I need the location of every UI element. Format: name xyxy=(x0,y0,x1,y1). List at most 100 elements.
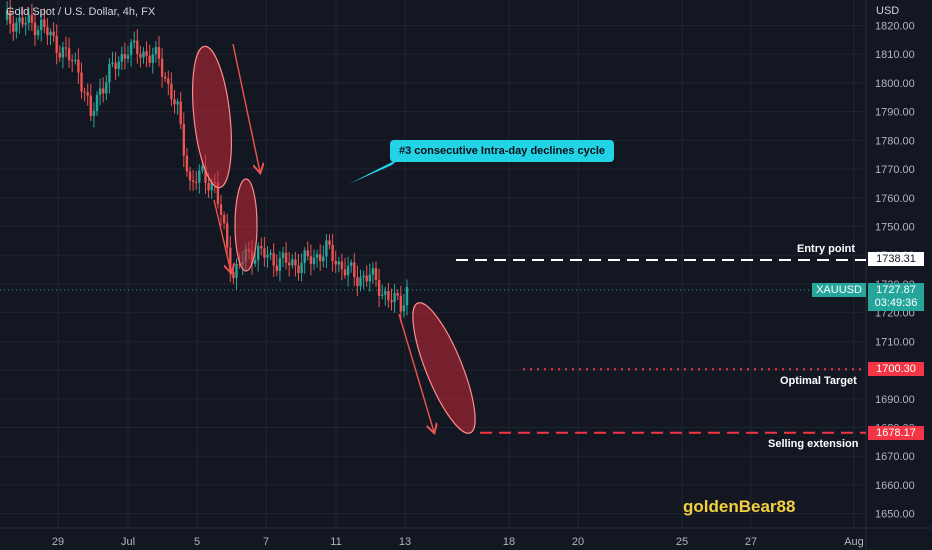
candle-body xyxy=(309,256,313,264)
candle-body xyxy=(238,263,241,265)
candle-body xyxy=(266,254,269,258)
candle-body xyxy=(226,223,229,248)
candle-body xyxy=(198,170,201,183)
candle-body xyxy=(164,76,167,79)
projected-decline-ellipse xyxy=(412,302,476,434)
candle-body xyxy=(272,253,275,266)
candle-body xyxy=(64,47,68,49)
current-price-tag: 1727.87 03:49:36 xyxy=(868,283,924,311)
symbol-tag: XAUUSD xyxy=(812,283,866,297)
candle-body xyxy=(343,269,347,276)
x-tick-label: Aug xyxy=(844,536,864,548)
candle-body xyxy=(30,14,34,23)
candle-body xyxy=(405,286,409,306)
candle-body xyxy=(331,244,334,262)
extension-price-tag: 1678.17 xyxy=(868,426,924,440)
y-tick-label: 1780.00 xyxy=(875,135,915,147)
candle-body xyxy=(350,262,353,266)
candle-body xyxy=(40,19,43,31)
candle-body xyxy=(61,47,65,58)
x-axis: 29 Jul 5 7 11 13 18 20 25 27 Aug xyxy=(52,536,864,548)
candle-body xyxy=(46,27,49,36)
callout-box: #3 consecutive Intra-day declines cycle xyxy=(390,140,615,162)
candle-body xyxy=(210,182,213,191)
candle-body xyxy=(5,10,9,20)
x-tick-label: 5 xyxy=(194,536,200,548)
candle-body xyxy=(402,305,406,312)
y-tick-label: 1650.00 xyxy=(875,509,915,521)
decline-arrow-2 xyxy=(213,199,231,272)
candle-body xyxy=(312,257,316,264)
candle-body xyxy=(108,63,111,83)
candle-body xyxy=(334,261,337,265)
candle-body xyxy=(27,14,30,23)
candle-body xyxy=(365,275,368,282)
candle-body xyxy=(12,23,15,32)
candle-body xyxy=(80,72,83,92)
decline-ellipse-2 xyxy=(234,178,258,272)
chart-title: Gold Spot / U.S. Dollar, 4h, FX xyxy=(6,6,156,18)
candle-body xyxy=(173,99,176,105)
candle-body xyxy=(18,17,21,23)
candle-body xyxy=(139,53,142,58)
candle-body xyxy=(49,31,52,36)
current-price: 1727.87 xyxy=(876,284,916,296)
y-tick-label: 1770.00 xyxy=(875,164,915,176)
candle-body xyxy=(167,78,170,84)
candle-body xyxy=(86,92,89,96)
candle-body xyxy=(43,19,46,28)
candle-body xyxy=(157,47,161,59)
x-tick-label: Jul xyxy=(121,536,135,548)
y-tick-label: 1790.00 xyxy=(875,107,915,119)
candle-body xyxy=(319,254,322,262)
candle-body xyxy=(129,42,133,56)
candle-body xyxy=(74,59,77,62)
candle-body xyxy=(98,88,102,95)
decline-arrow-1 xyxy=(232,43,260,172)
currency-label: USD xyxy=(876,5,900,17)
candle-body xyxy=(145,51,148,56)
author-signature: goldenBear88 xyxy=(683,497,796,516)
candle-body xyxy=(294,259,297,266)
y-tick-label: 1690.00 xyxy=(875,394,915,406)
candle-body xyxy=(58,52,61,58)
candle-body xyxy=(204,166,207,183)
candle-body xyxy=(36,30,40,36)
candle-body xyxy=(21,17,24,25)
candle-body xyxy=(325,240,328,257)
candle-body xyxy=(328,240,331,245)
analysis-overlays xyxy=(0,43,866,440)
candle-body xyxy=(195,181,198,183)
candle-body xyxy=(253,260,257,264)
candle-body xyxy=(111,62,114,64)
candle-body xyxy=(83,91,86,93)
candle-body xyxy=(362,275,365,278)
candle-body xyxy=(52,31,55,36)
x-tick-label: 11 xyxy=(330,536,341,548)
candle-body xyxy=(33,22,37,36)
candle-body xyxy=(390,300,393,303)
candle-body xyxy=(278,258,282,271)
candle-body xyxy=(297,265,300,274)
candle-body xyxy=(160,58,164,77)
candle-body xyxy=(185,155,189,172)
candle-body xyxy=(300,262,303,274)
decline-arrow-3 xyxy=(398,313,434,432)
candle-body xyxy=(229,247,232,273)
candle-body xyxy=(374,268,378,280)
candle-body xyxy=(359,277,362,287)
x-tick-label: 13 xyxy=(399,536,411,548)
candle-body xyxy=(353,262,356,278)
candle-body xyxy=(269,253,272,255)
x-tick-label: 20 xyxy=(572,536,584,548)
bar-countdown: 03:49:36 xyxy=(874,297,918,309)
candle-body xyxy=(151,54,154,63)
y-tick-label: 1750.00 xyxy=(875,221,915,233)
candle-body xyxy=(102,88,105,94)
x-tick-label: 25 xyxy=(676,536,688,548)
candle-body xyxy=(399,295,402,312)
candle-body xyxy=(288,262,291,266)
candle-body xyxy=(284,252,288,263)
candle-body xyxy=(207,182,210,191)
